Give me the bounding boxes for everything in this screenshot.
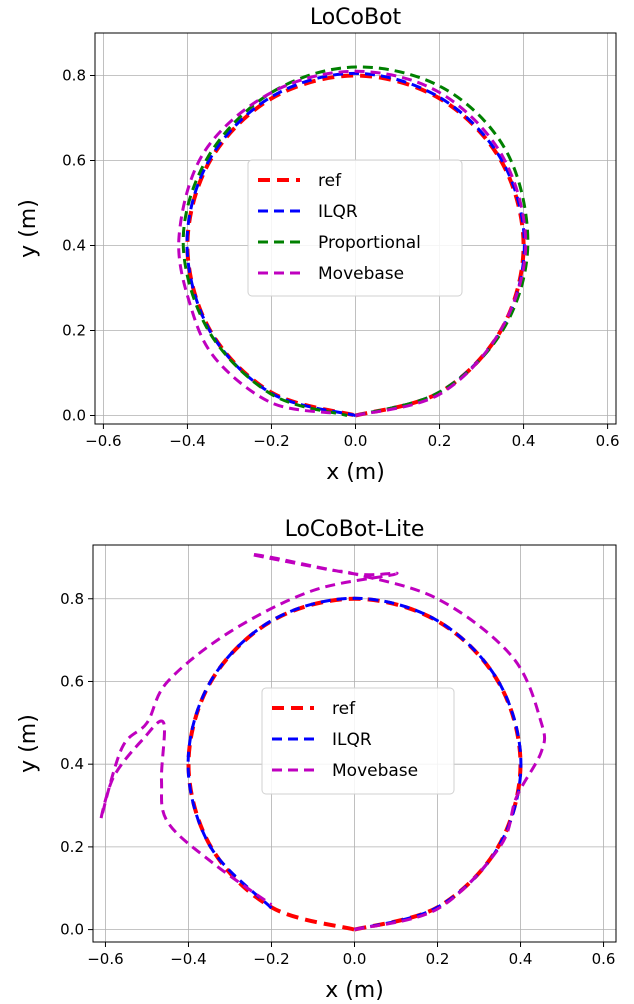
chart1-ytick-label-3: 0.6 [60, 672, 84, 690]
chart0-legend-box [247, 159, 463, 297]
chart1-legend-label-movebase: Movebase [332, 761, 418, 781]
chart0-ytick-label-3: 0.6 [62, 152, 86, 170]
chart1-xtick-label-5: 0.4 [509, 950, 533, 968]
chart1-xtick-label-6: 0.6 [592, 950, 616, 968]
chart0-series-ilqr [185, 71, 526, 417]
chart-locobot-lite: −0.6 −0.4 −0.2 0.0 0.2 0.4 0.6 0.0 0.2 0.4 0.6 0.8 L… [16, 517, 617, 1003]
chart0-xtick-label-6: 0.6 [596, 432, 620, 450]
chart1-legend-label-ref: ref [332, 699, 356, 719]
chart1-xtick-label-0: −0.6 [87, 950, 123, 968]
chart0-ytick-label-4: 0.8 [62, 67, 86, 85]
chart0-ytick-label-0: 0.0 [62, 407, 86, 425]
chart0-legend-label-movebase: Movebase [318, 264, 404, 284]
chart0-xtick-label-4: 0.2 [428, 432, 452, 450]
chart0-title: LoCoBot [310, 5, 402, 30]
chart1-legend-label-ilqr: ILQR [332, 730, 372, 750]
chart0-xtick-label-1: −0.4 [169, 432, 205, 450]
chart0-series-proportional [181, 65, 530, 417]
chart0-xtick-label-3: 0.0 [344, 432, 368, 450]
chart0-legend-label-ilqr: ILQR [318, 202, 358, 222]
chart0-legend-label-ref: ref [318, 171, 342, 191]
chart0-xtick-label-5: 0.4 [512, 432, 536, 450]
chart1-xtick-label-4: 0.2 [426, 950, 450, 968]
chart0-ylabel: y (m) [16, 199, 41, 258]
chart0-legend: ref ILQR Proportional Movebase [247, 159, 463, 297]
chart1-xtick-label-1: −0.4 [170, 950, 206, 968]
chart0-legend-label-proportional: Proportional [318, 233, 421, 253]
chart0-ytick-label-2: 0.4 [62, 237, 86, 255]
chart0-series-movebase [177, 69, 528, 417]
chart1-legend: ref ILQR Movebase [261, 687, 455, 795]
chart0-series-group [177, 65, 530, 418]
chart0-xtick-label-2: −0.2 [253, 432, 289, 450]
chart1-title: LoCoBot-Lite [285, 517, 425, 542]
chart1-xlabel: x (m) [325, 978, 384, 1003]
chart1-ylabel: y (m) [16, 714, 41, 773]
chart0-xtick-label-0: −0.6 [85, 432, 121, 450]
chart1-ytick-label-1: 0.2 [60, 838, 84, 856]
chart1-ytick-label-0: 0.0 [60, 921, 84, 939]
chart1-ytick-label-2: 0.4 [60, 755, 84, 773]
chart1-xtick-label-2: −0.2 [253, 950, 289, 968]
chart1-series-group [99, 552, 547, 932]
chart0-ytick-label-1: 0.2 [62, 322, 86, 340]
chart-locobot: −0.6 −0.4 −0.2 0.0 0.2 0.4 0.6 0.0 0.2 0.4 0.6 0.8 L… [16, 5, 620, 485]
chart1-ytick-label-4: 0.8 [60, 590, 84, 608]
chart1-legend-box [261, 687, 455, 795]
chart1-xtick-label-3: 0.0 [343, 950, 367, 968]
chart0-xlabel: x (m) [326, 460, 385, 485]
